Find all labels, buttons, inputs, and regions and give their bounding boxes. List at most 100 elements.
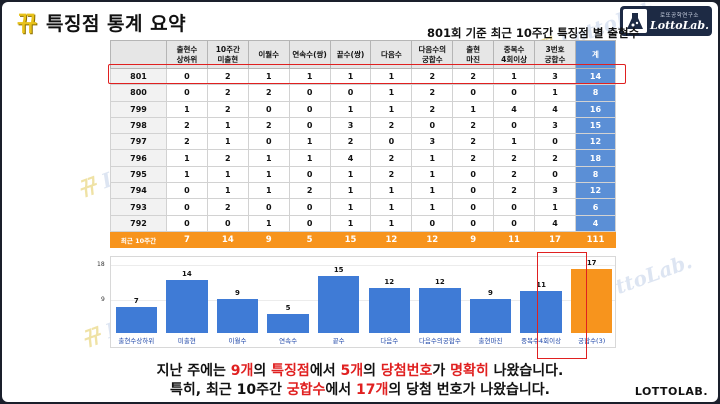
logo-wordmark: LottoLab. <box>650 18 709 32</box>
table-cell: 1 <box>370 198 413 216</box>
bar-value-label: 11 <box>536 281 546 290</box>
table-cell: 0 <box>247 133 290 151</box>
table-cell: 1 <box>493 133 536 151</box>
table-cell: 0 <box>493 214 536 232</box>
table-cell: 2 <box>166 116 208 135</box>
table-cell: 0 <box>288 116 331 135</box>
bar-value-label: 12 <box>384 277 395 286</box>
table-cell: 3 <box>411 133 454 151</box>
table-cell: 0 <box>452 165 495 184</box>
bar-value-label: 17 <box>586 258 597 267</box>
table-cell: 0 <box>288 214 331 232</box>
table-cell: 1 <box>288 133 331 151</box>
round-number-cell: 800 <box>110 84 167 102</box>
note-line-1: 지난 주에는 9개의 특징점에서 5개의 당첨번호가 명확히 나왔습니다. <box>156 363 564 379</box>
table-row: 795 1 1 1 0 1 2 1 0 2 0 8 <box>110 165 616 184</box>
table-cell: 2 <box>247 116 290 135</box>
x-axis-label: 끝수 <box>332 337 345 345</box>
table-cell: 2 <box>329 133 372 151</box>
table-cell: 1 <box>329 182 372 200</box>
x-axis-label: 출현수상하위 <box>118 337 155 345</box>
table-cell: 1 <box>206 133 249 151</box>
table-row: 794 0 1 1 2 1 1 1 0 2 3 12 <box>110 182 616 200</box>
bar <box>469 299 512 333</box>
total-cell: 7 <box>166 230 208 249</box>
table-row: 792 0 0 1 0 1 1 0 0 0 4 4 <box>110 214 616 232</box>
table-cell: 1 <box>493 67 536 86</box>
brand-logo: 로또공학연구소 LottoLab. <box>620 6 712 36</box>
total-cell: 111 <box>575 230 616 249</box>
table-cell: 2 <box>411 84 454 102</box>
table-cell: 2 <box>370 116 413 135</box>
x-axis-label: 미출현 <box>177 337 196 345</box>
table-cell: 0 <box>288 198 331 216</box>
y-tick-label: 18 <box>97 261 105 268</box>
table-cell: 0 <box>493 198 536 216</box>
table-cell: 1 <box>288 149 331 167</box>
table-cell: 1 <box>247 67 290 86</box>
total-cell: 17 <box>534 230 576 249</box>
total-cell: 14 <box>206 230 249 249</box>
table-cell: 1 <box>206 116 249 135</box>
table-row: 796 1 2 1 1 4 2 1 2 2 2 18 <box>110 149 616 167</box>
table-cell: 2 <box>370 165 413 184</box>
bar-value-label: 15 <box>333 266 344 275</box>
table-cell: 2 <box>452 149 495 167</box>
table-cell: 0 <box>452 182 495 200</box>
total-cell: 15 <box>329 230 372 249</box>
table-cell: 1 <box>247 214 290 232</box>
table-cell: 0 <box>288 165 331 184</box>
table-cell: 0 <box>452 214 495 232</box>
table-cell: 0 <box>493 84 536 102</box>
logo-subtitle: 로또공학연구소 <box>660 12 699 19</box>
total-cell: 12 <box>411 230 454 249</box>
table-cell: 4 <box>493 100 536 118</box>
table-cell: 6 <box>575 198 616 216</box>
page-title: 특징점 통계 요약 <box>46 12 187 35</box>
table-cell: 8 <box>575 84 616 102</box>
bar-chart: 18 9 7 출현수상하위 14 미출현 9 이월수 5 연속수 15 끝수 12 다음수 12 다음수의… <box>97 256 616 348</box>
table-cell: 12 <box>575 182 616 200</box>
table-cell: 1 <box>206 182 249 200</box>
table-cell: 1 <box>534 198 576 216</box>
bar <box>419 287 461 333</box>
table-cell: 4 <box>575 214 616 232</box>
bar-value-label: 14 <box>182 270 192 279</box>
bar-value-label: 7 <box>133 296 139 305</box>
table-cell: 8 <box>575 165 616 184</box>
x-axis-label: 출현마진 <box>478 337 503 345</box>
table-cell: 0 <box>166 84 208 102</box>
table-cell: 3 <box>329 116 372 135</box>
table-cell: 2 <box>534 149 576 167</box>
column-header: 다음수 <box>370 40 413 69</box>
bar-value-label: 12 <box>435 277 445 286</box>
round-number-cell: 794 <box>110 182 167 200</box>
table-cell: 0 <box>411 116 454 135</box>
table-cell: 1 <box>166 149 208 167</box>
x-axis-label: 연속수 <box>279 337 298 345</box>
table-row: 798 2 1 2 0 3 2 0 2 0 3 15 <box>110 116 616 135</box>
table-cell: 4 <box>534 100 576 118</box>
table-cell: 1 <box>411 149 454 167</box>
total-cell: 12 <box>370 230 413 249</box>
bar-value-label: 9 <box>488 289 493 297</box>
x-axis-label: 궁합수(3) <box>578 337 606 345</box>
table-cell: 0 <box>329 84 372 102</box>
bar <box>317 276 360 333</box>
round-number-cell: 799 <box>110 100 167 118</box>
table-cell: 0 <box>534 133 576 151</box>
table-cell: 14 <box>575 67 616 86</box>
table-cell: 2 <box>206 149 249 167</box>
table-cell: 2 <box>493 165 536 184</box>
table-cell: 0 <box>247 100 290 118</box>
table-cell: 2 <box>452 116 495 135</box>
table-cell: 2 <box>206 198 249 216</box>
note-line-2: 특히, 최근 10주간 궁합수에서 17개의 당첨 번호가 나왔습니다. <box>170 382 550 398</box>
table-cell: 2 <box>411 100 454 118</box>
table-cell: 1 <box>166 165 208 184</box>
bar-value-label: 9 <box>235 289 240 297</box>
table-cell: 2 <box>206 84 249 102</box>
table-cell: 2 <box>370 149 413 167</box>
table-cell: 1 <box>166 100 208 118</box>
table-cell: 0 <box>166 214 208 232</box>
